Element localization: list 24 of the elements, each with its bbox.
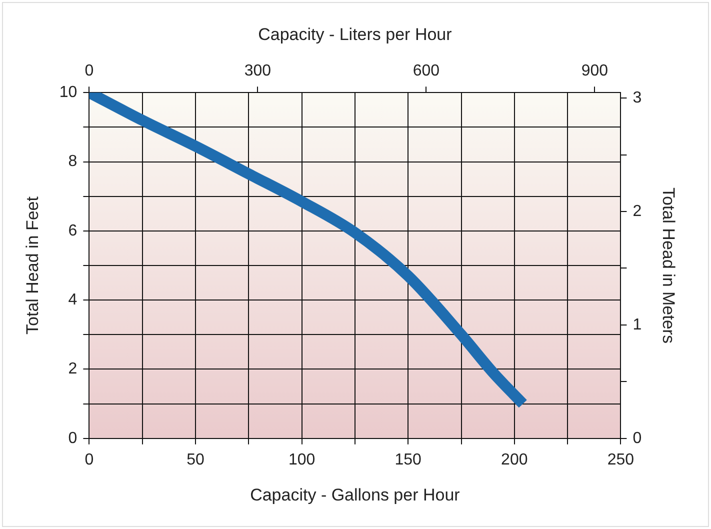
x2-axis-title: Capacity - Liters per Hour [258,24,452,44]
y2-tick-label: 1 [632,316,642,334]
x2-tick-label: 600 [412,62,440,80]
x-tick-label: 150 [394,451,422,468]
x-tick-label: 250 [607,451,634,468]
x2-tick-label: 300 [244,62,272,80]
y-tick-label: 4 [68,291,78,308]
x-tick-label: 100 [288,451,316,468]
y-tick-label: 2 [68,360,78,378]
y-axis-title: Total Head in Feet [22,196,42,334]
y-tick-label: 0 [68,430,78,447]
x-tick-label: 0 [84,451,94,468]
y2-tick-label: 0 [632,430,642,447]
x2-tick-label: 0 [84,62,94,80]
x-axis-title: Capacity - Gallons per Hour [250,485,460,504]
y-tick-label: 10 [59,84,78,102]
y-tick-label: 8 [68,153,78,170]
y2-tick-label: 3 [632,89,642,106]
y2-tick-label: 2 [632,202,642,220]
x2-tick-label: 900 [581,62,608,80]
y2-axis-title: Total Head in Meters [659,188,678,344]
x-tick-label: 50 [186,451,204,468]
x-tick-label: 200 [501,451,528,468]
y-tick-label: 6 [68,222,78,240]
